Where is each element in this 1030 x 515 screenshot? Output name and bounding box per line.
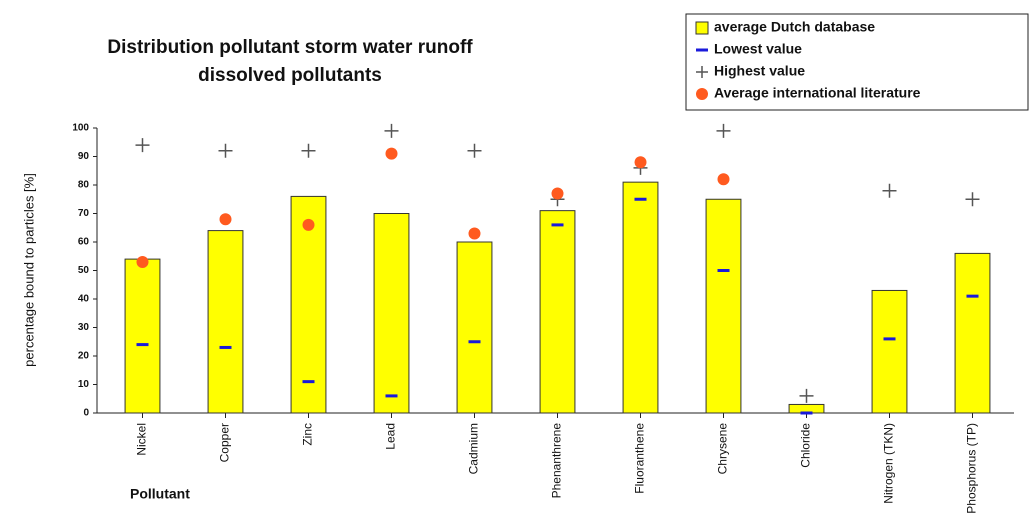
y-tick-label: 60 xyxy=(78,237,90,248)
legend-label: Average international literature xyxy=(714,85,921,101)
x-tick-label: Chrysene xyxy=(716,423,730,475)
x-tick-label: Copper xyxy=(218,423,232,462)
high-marker xyxy=(218,143,233,158)
bar xyxy=(954,252,991,414)
y-tick-label: 80 xyxy=(78,180,90,191)
high-marker xyxy=(716,123,731,138)
bar xyxy=(207,230,244,414)
x-tick-label: Zinc xyxy=(301,423,315,446)
x-tick-label: Fluoranthene xyxy=(633,423,647,494)
y-tick-label: 40 xyxy=(78,294,90,305)
intl-marker xyxy=(219,213,232,226)
legend-box xyxy=(685,13,1029,111)
high-marker xyxy=(301,143,316,158)
legend-swatch xyxy=(696,66,708,78)
y-tick-label: 50 xyxy=(78,265,90,276)
x-tick-label: Cadmium xyxy=(467,423,481,474)
x-tick-label: Lead xyxy=(384,423,398,450)
y-axis-label: percentage bound to particles [%] xyxy=(21,173,36,367)
high-marker xyxy=(882,183,897,198)
intl-marker xyxy=(385,147,398,160)
high-marker xyxy=(965,192,980,207)
y-tick-label: 20 xyxy=(78,351,90,362)
y-tick-label: 0 xyxy=(83,408,89,419)
chart-subtitle: dissolved pollutants xyxy=(198,65,382,86)
bar xyxy=(539,210,576,414)
intl-marker xyxy=(634,156,647,169)
x-tick-label: Chloride xyxy=(799,423,813,468)
y-tick-label: 10 xyxy=(78,379,90,390)
x-tick-label: Phenanthrene xyxy=(550,423,564,499)
intl-marker xyxy=(302,218,315,231)
high-marker xyxy=(135,138,150,153)
bar xyxy=(456,241,493,414)
bar xyxy=(871,289,908,414)
legend-swatch xyxy=(695,21,709,35)
y-tick-label: 70 xyxy=(78,208,90,219)
y-tick-label: 100 xyxy=(72,123,89,134)
x-tick-label: Nickel xyxy=(135,423,149,456)
intl-marker xyxy=(551,187,564,200)
bar xyxy=(124,258,161,414)
bar xyxy=(622,181,659,414)
x-tick-label: Phosphorus (TP) xyxy=(965,423,979,514)
legend-label: average Dutch database xyxy=(714,19,875,35)
x-tick-label: Nitrogen (TKN) xyxy=(882,423,896,504)
high-marker xyxy=(799,388,814,403)
intl-marker xyxy=(136,255,149,268)
high-marker xyxy=(467,143,482,158)
chart-title: Distribution pollutant storm water runof… xyxy=(107,37,473,58)
legend-label: Highest value xyxy=(714,63,805,79)
y-tick-label: 30 xyxy=(78,322,90,333)
bar xyxy=(705,198,742,414)
intl-marker xyxy=(717,173,730,186)
legend-label: Lowest value xyxy=(714,41,802,57)
bar xyxy=(290,195,327,414)
y-tick-label: 90 xyxy=(78,151,90,162)
high-marker xyxy=(384,123,399,138)
bar xyxy=(373,213,410,414)
x-axis-label: Pollutant xyxy=(130,486,190,502)
intl-marker xyxy=(468,227,481,240)
legend-swatch xyxy=(696,88,708,100)
